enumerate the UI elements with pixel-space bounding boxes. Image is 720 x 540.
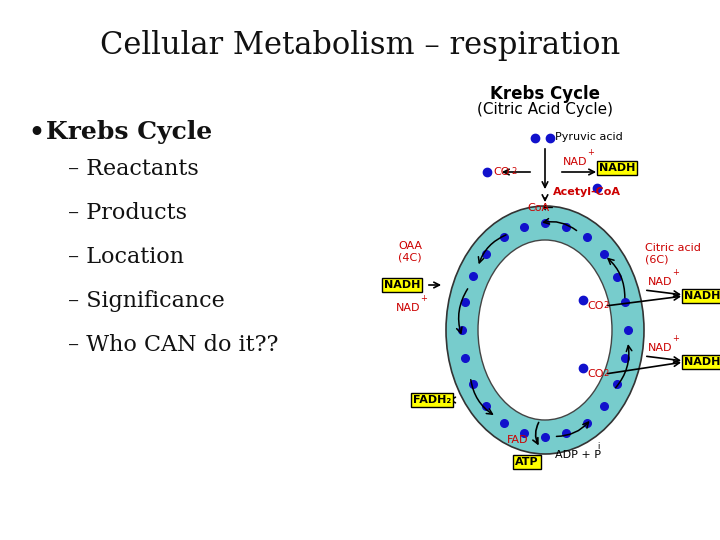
Text: Cellular Metabolism – respiration: Cellular Metabolism – respiration <box>100 30 620 61</box>
Text: CoA: CoA <box>527 203 549 213</box>
Text: – Location: – Location <box>68 246 184 268</box>
Text: NADH: NADH <box>684 291 720 301</box>
Text: – Significance: – Significance <box>68 290 225 312</box>
Text: NADH: NADH <box>684 357 720 367</box>
Text: 2: 2 <box>603 369 608 378</box>
Text: NAD: NAD <box>563 157 588 167</box>
Text: •: • <box>28 120 44 144</box>
Text: (6C): (6C) <box>645 255 668 265</box>
Text: – Products: – Products <box>68 202 187 224</box>
Text: (4C): (4C) <box>398 253 422 263</box>
Text: Pyruvic acid: Pyruvic acid <box>555 132 623 142</box>
Text: 2: 2 <box>603 301 608 310</box>
Text: i: i <box>597 442 599 451</box>
Text: CO: CO <box>493 167 510 177</box>
Text: FADH₂: FADH₂ <box>413 395 451 405</box>
Text: NAD: NAD <box>648 277 672 287</box>
Text: OAA: OAA <box>398 241 422 251</box>
Text: Citric acid: Citric acid <box>645 243 701 253</box>
Text: +: + <box>672 268 679 277</box>
Text: +: + <box>420 294 427 303</box>
Text: Krebs Cycle: Krebs Cycle <box>490 85 600 103</box>
Text: FAD: FAD <box>507 435 528 445</box>
Text: NAD: NAD <box>648 343 672 353</box>
Text: ←: ← <box>541 201 553 215</box>
Text: Acetyl-CoA: Acetyl-CoA <box>553 187 621 197</box>
Text: ADP + P: ADP + P <box>555 450 601 460</box>
Text: CO: CO <box>587 301 603 311</box>
Text: +: + <box>672 334 679 343</box>
Text: NADH: NADH <box>599 163 635 173</box>
Text: – Reactants: – Reactants <box>68 158 199 180</box>
Ellipse shape <box>478 240 612 420</box>
Ellipse shape <box>446 206 644 454</box>
Text: NADH: NADH <box>384 280 420 290</box>
Text: ATP: ATP <box>516 457 539 467</box>
Text: (Citric Acid Cycle): (Citric Acid Cycle) <box>477 102 613 117</box>
Text: CO: CO <box>587 369 603 379</box>
Text: +: + <box>587 148 594 157</box>
Text: NAD: NAD <box>396 303 420 313</box>
Text: 2: 2 <box>511 167 516 176</box>
Text: – Who CAN do it??: – Who CAN do it?? <box>68 334 279 356</box>
Text: Krebs Cycle: Krebs Cycle <box>46 120 212 144</box>
